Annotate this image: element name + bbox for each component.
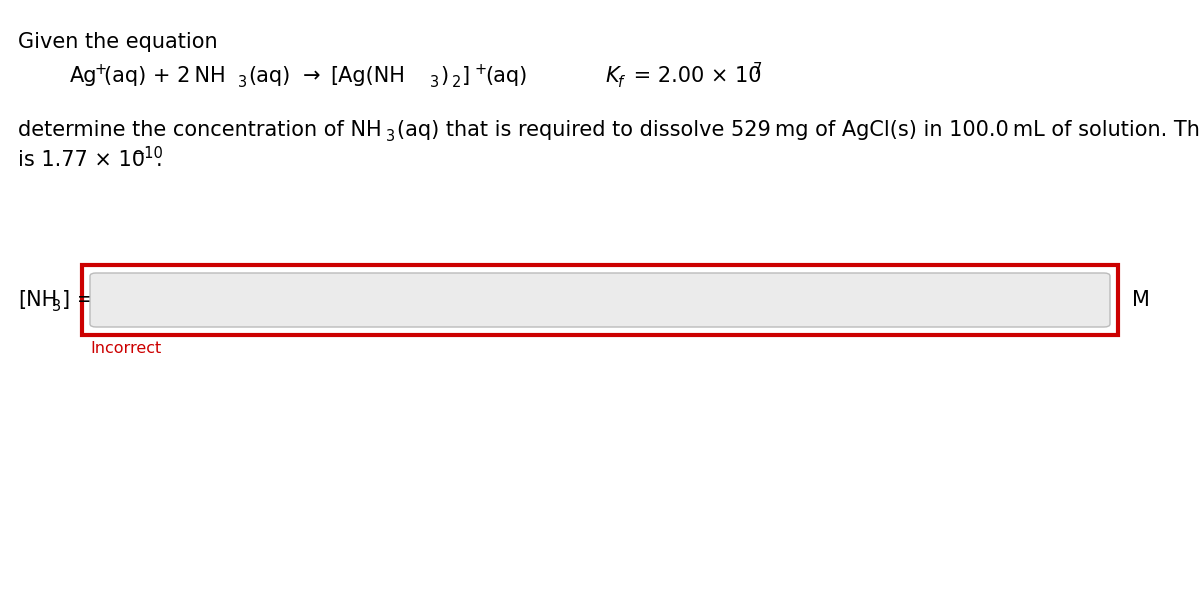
Text: [NH: [NH <box>18 290 58 310</box>
Text: K: K <box>605 66 619 86</box>
Text: ] =: ] = <box>62 290 95 310</box>
FancyBboxPatch shape <box>82 265 1118 335</box>
Text: (aq): (aq) <box>248 66 290 86</box>
Text: 0.656: 0.656 <box>104 291 164 311</box>
Text: 3: 3 <box>386 129 395 144</box>
Text: f: f <box>618 75 623 90</box>
Text: (aq) that is required to dissolve 529 mg of AgCl(s) in 100.0 mL of solution. The: (aq) that is required to dissolve 529 mg… <box>397 120 1200 140</box>
Text: Incorrect: Incorrect <box>90 341 161 356</box>
Text: 3: 3 <box>430 75 439 90</box>
Text: = 2.00 × 10: = 2.00 × 10 <box>628 66 762 86</box>
Text: 7: 7 <box>754 62 762 77</box>
Text: −10: −10 <box>132 146 163 161</box>
Text: Ag: Ag <box>70 66 97 86</box>
Text: ]: ] <box>462 66 470 86</box>
Text: (aq): (aq) <box>485 66 527 86</box>
Text: [Ag(NH: [Ag(NH <box>330 66 404 86</box>
Text: 3: 3 <box>52 299 61 314</box>
Text: M: M <box>1132 290 1150 310</box>
Text: is 1.77 × 10: is 1.77 × 10 <box>18 150 145 170</box>
Text: Given the equation: Given the equation <box>18 32 217 52</box>
FancyBboxPatch shape <box>90 273 1110 327</box>
Text: (aq) + 2 NH: (aq) + 2 NH <box>104 66 226 86</box>
Text: 3: 3 <box>238 75 247 90</box>
Text: ): ) <box>440 66 448 86</box>
Text: +: + <box>475 62 487 77</box>
Text: 2: 2 <box>452 75 461 90</box>
Text: →: → <box>302 66 320 86</box>
Text: +: + <box>94 62 106 77</box>
Text: .: . <box>156 150 163 170</box>
Text: determine the concentration of NH: determine the concentration of NH <box>18 120 382 140</box>
